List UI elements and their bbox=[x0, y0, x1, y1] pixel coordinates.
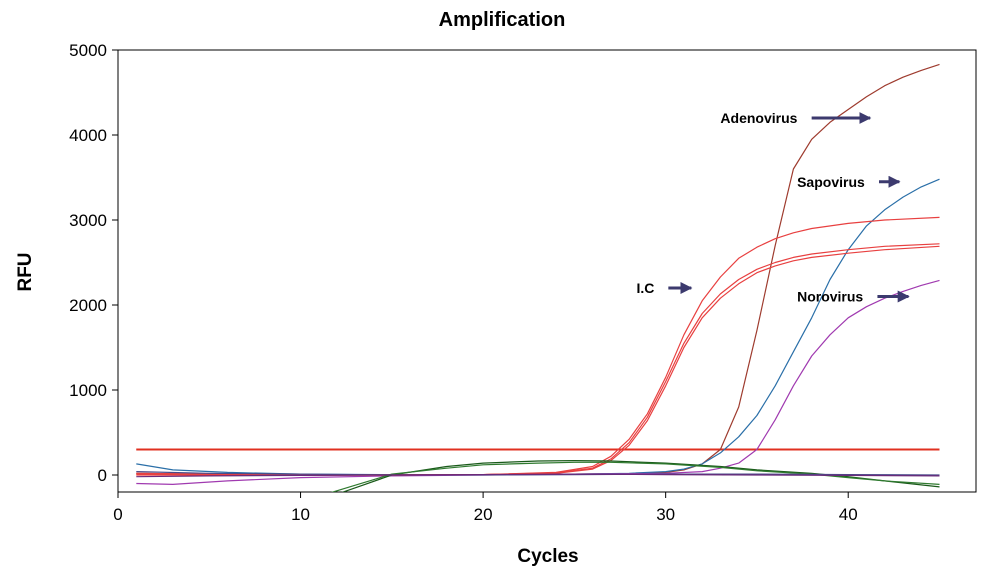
annotation-label: Norovirus bbox=[797, 289, 863, 305]
annotation-layer: Adenovirus Sapovirus I.C Norovirus bbox=[636, 110, 910, 305]
y-tick-label: 1000 bbox=[69, 381, 107, 400]
y-tick-label: 3000 bbox=[69, 211, 107, 230]
chart-title: Amplification bbox=[439, 9, 566, 31]
annotation-label: Adenovirus bbox=[720, 110, 797, 126]
x-tick-label: 40 bbox=[839, 505, 858, 524]
y-axis-title: RFU bbox=[15, 252, 36, 291]
x-tick-label: 10 bbox=[291, 505, 310, 524]
y-tick-label: 0 bbox=[98, 466, 107, 485]
series-line-negative-4 bbox=[136, 473, 940, 478]
series-line-i-c-2 bbox=[136, 243, 940, 476]
series-line-adenovirus bbox=[136, 63, 940, 476]
y-tick-label: 2000 bbox=[69, 296, 107, 315]
series-group bbox=[136, 63, 940, 492]
x-tick-label: 0 bbox=[113, 505, 122, 524]
series-line-negative-2 bbox=[330, 461, 940, 492]
x-tick-label: 20 bbox=[474, 505, 493, 524]
series-line-sapovirus bbox=[136, 178, 940, 476]
annotation-label: I.C bbox=[636, 280, 654, 296]
annotation-label: Sapovirus bbox=[797, 174, 865, 190]
y-tick-label: 5000 bbox=[69, 41, 107, 60]
ticks-layer: 0 1000 2000 3000 4000 5000 0 10 20 30 40 bbox=[69, 41, 858, 524]
plot-frame bbox=[117, 49, 977, 493]
x-axis-title: Cycles bbox=[517, 546, 578, 567]
x-tick-label: 30 bbox=[656, 505, 675, 524]
lines-layer bbox=[136, 63, 940, 492]
series-line-i-c-3 bbox=[136, 245, 940, 476]
y-tick-label: 4000 bbox=[69, 126, 107, 145]
series-line-negative-1 bbox=[341, 460, 940, 492]
series-line-norovirus bbox=[136, 279, 940, 485]
